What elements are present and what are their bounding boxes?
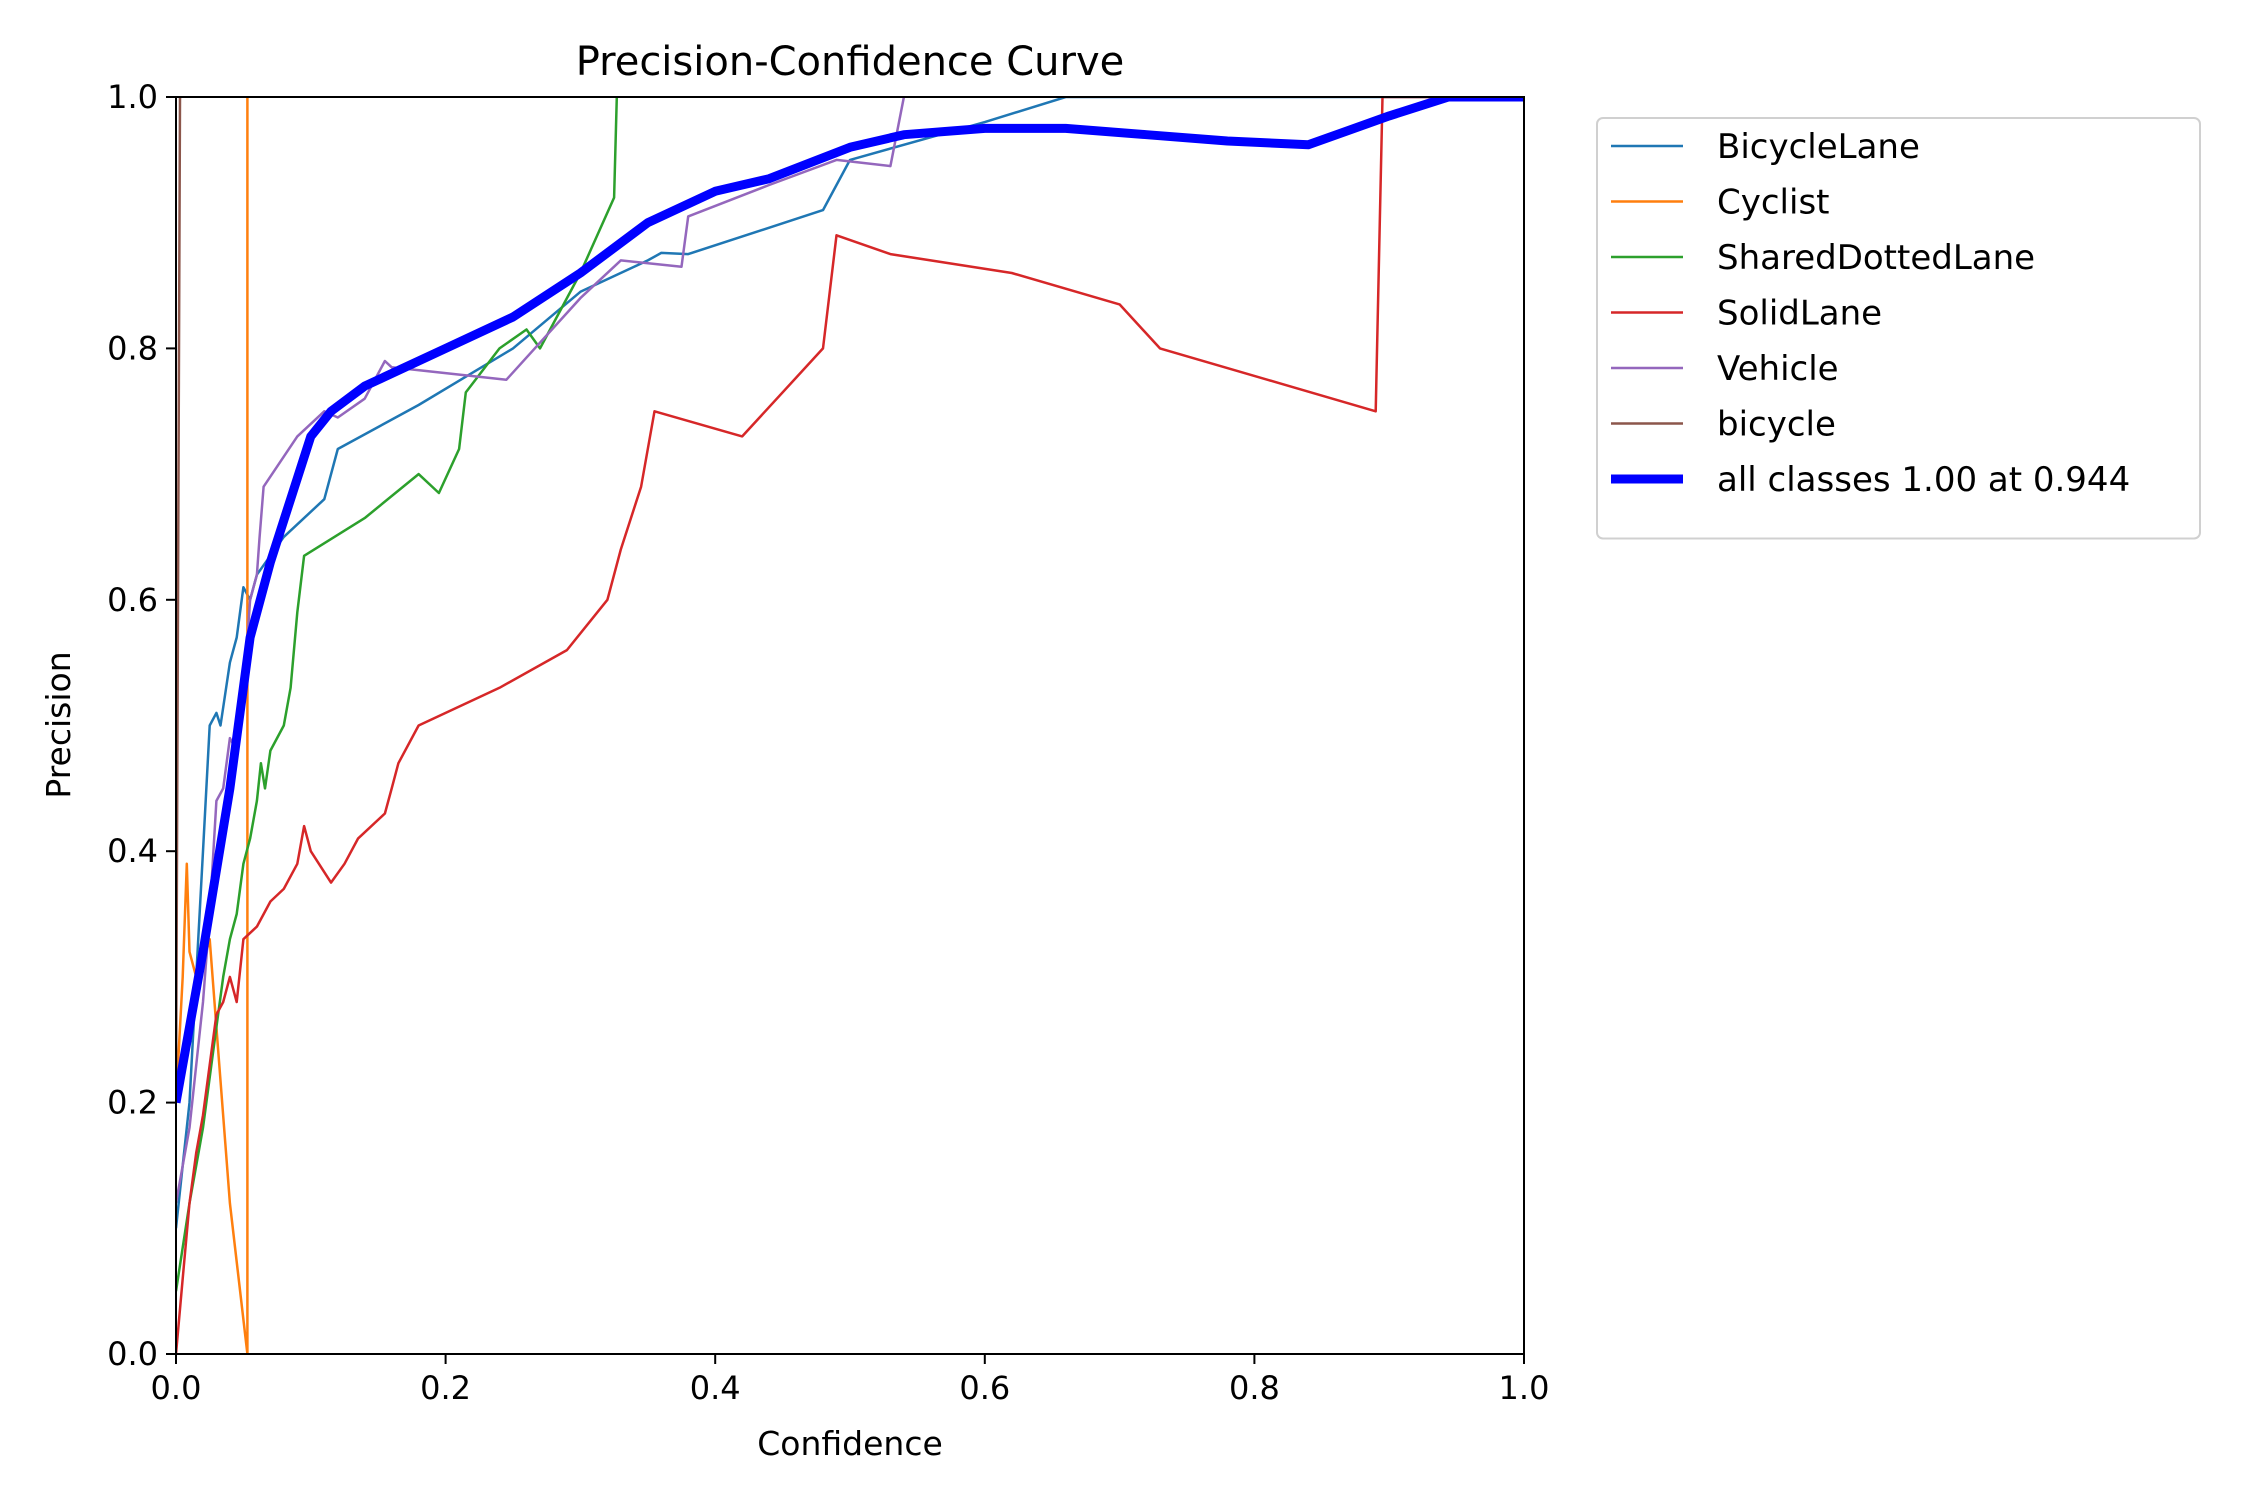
series-line-solidlane [176,97,1524,1354]
series-line-vehicle [176,97,906,1204]
y-tick-label: 0.6 [107,581,158,619]
chart-title: Precision-Confidence Curve [576,39,1125,85]
series-line-bicycle [176,97,182,1103]
legend-label: BicycleLane [1717,127,1920,167]
legend-box [1596,117,2201,540]
y-tick-label: 0.8 [107,329,158,367]
series-line-shareddottedlane [176,97,619,1292]
x-tick-label: 0.6 [959,1369,1010,1407]
x-axis-ticks: 0.0 0.2 0.4 0.6 0.8 1.0 [151,1354,1550,1407]
legend-label: all classes 1.00 at 0.944 [1717,460,2130,500]
y-axis-label: Precision [39,651,78,798]
legend-label: SolidLane [1717,294,1882,334]
x-tick-label: 1.0 [1499,1369,1550,1407]
y-tick-label: 0.4 [107,832,158,870]
legend-label: Vehicle [1717,349,1839,389]
plot-frame [175,96,1525,1355]
y-tick-label: 0.0 [107,1335,158,1373]
legend-label: Cyclist [1717,183,1830,223]
y-tick-label: 0.2 [107,1084,158,1122]
x-tick-label: 0.8 [1229,1369,1280,1407]
series-line-all-classes-1-00-at-0-944 [176,97,1524,1104]
legend-label: SharedDottedLane [1717,238,2035,278]
series-layer [176,97,1524,1354]
y-tick-label: 1.0 [107,78,158,116]
x-tick-label: 0.2 [420,1369,471,1407]
legend-label: bicycle [1717,405,1836,445]
x-axis-label: Confidence [757,1424,943,1463]
x-tick-label: 0.4 [690,1369,741,1407]
series-line-bicyclelane [176,97,1524,1229]
legend: BicycleLane Cyclist SharedDottedLane SolidL… [1596,117,2201,540]
x-tick-label: 0.0 [151,1369,202,1407]
y-axis-ticks: 0.0 0.2 0.4 0.6 0.8 1.0 [107,78,176,1373]
